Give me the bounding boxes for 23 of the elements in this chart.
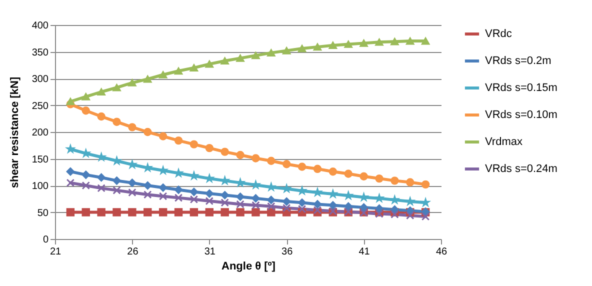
y-tick-label: 50 bbox=[37, 208, 49, 219]
x-axis-title: Angle θ [º] bbox=[222, 260, 276, 272]
x-tick-label: 26 bbox=[127, 246, 139, 258]
y-tick-label: 400 bbox=[32, 20, 49, 32]
legend-label: VRds s=0.2m bbox=[485, 55, 552, 67]
y-tick-label: 350 bbox=[32, 47, 49, 58]
y-axis-title: shear resistance [kN] bbox=[8, 76, 21, 188]
y-tick-label: 0 bbox=[42, 234, 49, 246]
y-tick-label: 150 bbox=[32, 154, 49, 166]
legend-label: VRds s=0.15m bbox=[485, 82, 558, 94]
legend-label: VRds s=0.10m bbox=[485, 109, 558, 121]
y-tick-label: 200 bbox=[32, 128, 49, 138]
x-tick-label: 31 bbox=[204, 246, 216, 258]
legend-label: Vrdmax bbox=[485, 136, 523, 148]
y-tick-label: 250 bbox=[32, 100, 49, 112]
x-tick-label: 21 bbox=[50, 246, 62, 258]
x-tick-label: 46 bbox=[436, 246, 448, 258]
legend-label: VRdc bbox=[485, 28, 512, 40]
x-tick-label: 36 bbox=[282, 246, 294, 258]
y-tick-label: 300 bbox=[32, 74, 49, 85]
x-tick-label: 41 bbox=[358, 246, 370, 258]
y-tick-label: 100 bbox=[32, 181, 49, 192]
legend-label: VRds s=0.24m bbox=[485, 163, 558, 175]
